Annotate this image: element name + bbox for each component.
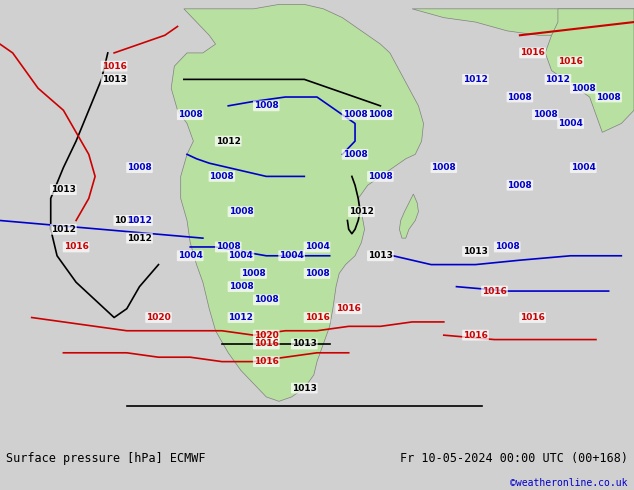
Text: 1012: 1012	[51, 225, 76, 234]
Text: 1016: 1016	[520, 313, 545, 322]
Text: 1016: 1016	[520, 49, 545, 57]
Text: 1008: 1008	[209, 172, 235, 181]
Text: 1008: 1008	[533, 110, 558, 119]
Text: 1012: 1012	[349, 207, 374, 216]
Text: 1020: 1020	[254, 331, 279, 340]
Text: 1008: 1008	[431, 163, 456, 172]
Text: 1004: 1004	[571, 163, 596, 172]
Text: 1012: 1012	[127, 234, 152, 243]
Text: 1004: 1004	[228, 251, 254, 260]
Text: 1016: 1016	[254, 357, 279, 366]
Text: 1008: 1008	[596, 93, 621, 101]
Text: 1012: 1012	[228, 313, 254, 322]
Text: 1013: 1013	[114, 216, 139, 225]
Text: 1008: 1008	[507, 181, 533, 190]
Text: 1013: 1013	[368, 251, 393, 260]
Text: 1016: 1016	[304, 313, 330, 322]
Text: 1004: 1004	[178, 251, 203, 260]
Text: 1008: 1008	[127, 163, 152, 172]
Polygon shape	[545, 9, 634, 132]
Text: 1013: 1013	[51, 185, 76, 194]
Text: 1012: 1012	[463, 75, 488, 84]
Text: Surface pressure [hPa] ECMWF: Surface pressure [hPa] ECMWF	[6, 452, 206, 465]
Text: 1016: 1016	[482, 287, 507, 295]
Text: 1008: 1008	[495, 243, 520, 251]
Text: 1012: 1012	[545, 75, 571, 84]
Text: 1016: 1016	[336, 304, 361, 313]
Text: 1013: 1013	[292, 340, 317, 348]
Polygon shape	[399, 194, 418, 238]
Text: 1008: 1008	[178, 110, 203, 119]
Text: 1016: 1016	[63, 243, 89, 251]
Text: 1008: 1008	[254, 295, 279, 304]
Text: 1008: 1008	[216, 243, 241, 251]
Text: 1008: 1008	[254, 101, 279, 110]
Text: Fr 10-05-2024 00:00 UTC (00+168): Fr 10-05-2024 00:00 UTC (00+168)	[399, 452, 628, 465]
Text: 1012: 1012	[216, 137, 241, 146]
Text: 1004: 1004	[279, 251, 304, 260]
Text: 1013: 1013	[101, 75, 127, 84]
Text: 1012: 1012	[127, 216, 152, 225]
Text: 1004: 1004	[558, 119, 583, 128]
Text: 1008: 1008	[304, 269, 330, 278]
Text: 1013: 1013	[463, 247, 488, 256]
Text: 1016: 1016	[101, 62, 127, 71]
Text: 1008: 1008	[342, 150, 368, 159]
Polygon shape	[171, 4, 424, 401]
Text: 1008: 1008	[507, 93, 533, 101]
Text: 1008: 1008	[228, 207, 254, 216]
Text: 1008: 1008	[228, 282, 254, 291]
Text: 1004: 1004	[304, 243, 330, 251]
Text: 1008: 1008	[241, 269, 266, 278]
Text: 1013: 1013	[292, 384, 317, 392]
Text: 1016: 1016	[254, 340, 279, 348]
Text: 1016: 1016	[558, 57, 583, 66]
Text: 1008: 1008	[368, 110, 393, 119]
Text: ©weatheronline.co.uk: ©weatheronline.co.uk	[510, 478, 628, 488]
Polygon shape	[412, 9, 634, 35]
Text: 1016: 1016	[463, 331, 488, 340]
Text: 1020: 1020	[146, 313, 171, 322]
Text: 1008: 1008	[571, 84, 596, 93]
Text: 1008: 1008	[342, 110, 368, 119]
Text: 1008: 1008	[368, 172, 393, 181]
